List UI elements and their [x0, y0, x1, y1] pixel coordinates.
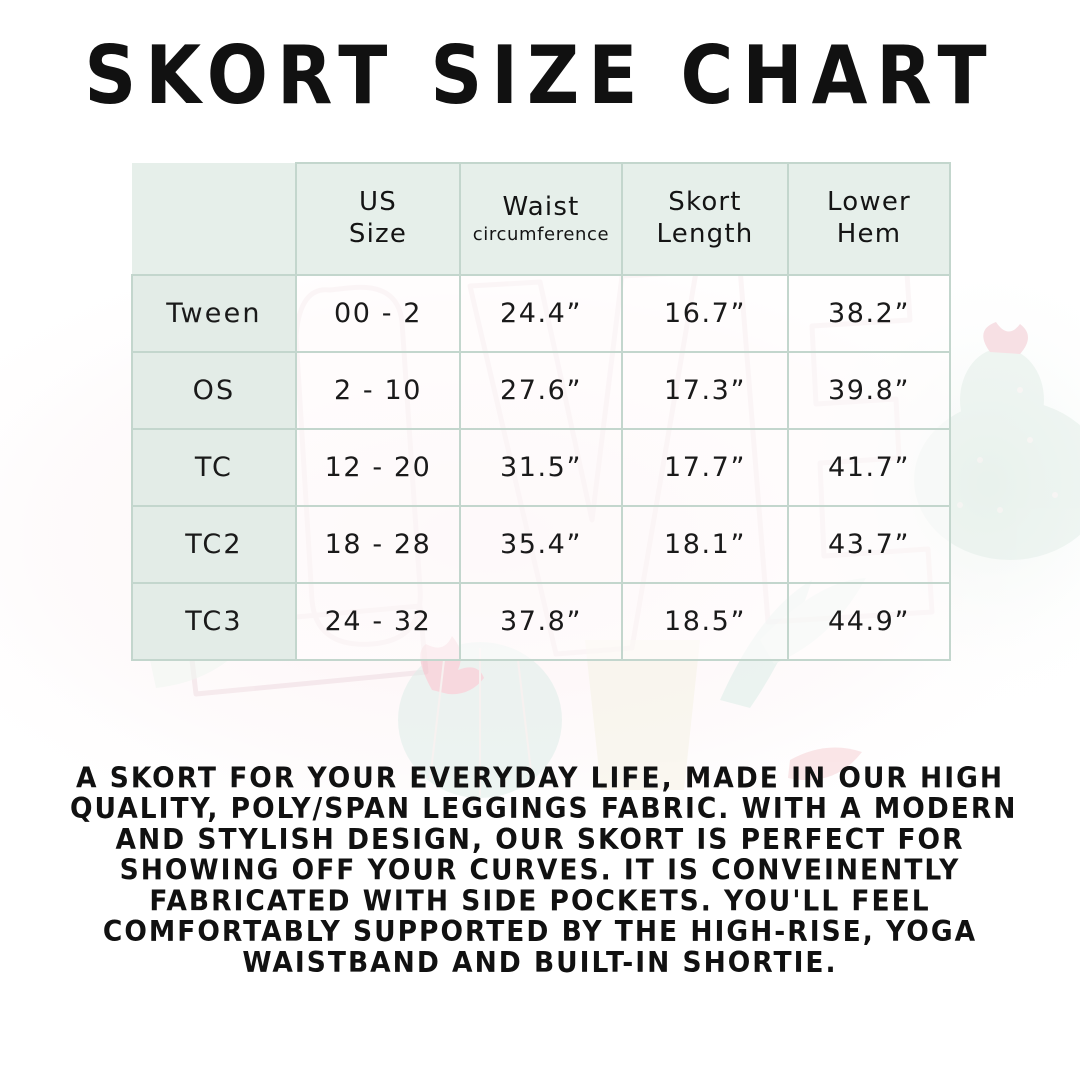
row-label-tc: TC: [131, 428, 297, 507]
cell-tc-skort-length: 17.7”: [621, 428, 789, 507]
header-length-title: Skort: [668, 187, 742, 218]
row-label-os: OS: [131, 351, 297, 430]
description-line-1: A SKORT FOR YOUR EVERYDAY LIFE, MADE IN …: [76, 761, 1004, 795]
table-row: TC 12 - 20 31.5” 17.7” 41.7”: [131, 428, 951, 507]
table-row: TC2 18 - 28 35.4” 18.1” 43.7”: [131, 505, 951, 584]
cell-os-us-size: 2 - 10: [295, 351, 461, 430]
header-hem-subtitle: Hem: [836, 219, 902, 249]
table-row: Tween 00 - 2 24.4” 16.7” 38.2”: [131, 274, 951, 353]
cell-tc2-waist: 35.4”: [459, 505, 623, 584]
header-hem-title: Lower: [827, 187, 911, 218]
header-waist-subtitle: circumference: [472, 224, 610, 246]
cell-tc3-lower-hem: 44.9”: [787, 582, 951, 661]
table-corner-cell: [132, 163, 296, 275]
cell-tc3-us-size: 24 - 32: [295, 582, 461, 661]
cell-tc-waist: 31.5”: [459, 428, 623, 507]
cell-tc-us-size: 12 - 20: [295, 428, 461, 507]
cell-tc2-us-size: 18 - 28: [295, 505, 461, 584]
cell-tween-waist: 24.4”: [459, 274, 623, 353]
cell-tc2-lower-hem: 43.7”: [787, 505, 951, 584]
row-label-tc3: TC3: [131, 582, 297, 661]
description-line-7: WAISTBAND AND BUILT-IN SHORTIE.: [242, 946, 838, 980]
table-header-row: US Size Waist circumference Skort Length: [132, 162, 951, 276]
table-row: OS 2 - 10 27.6” 17.3” 39.8”: [131, 351, 951, 430]
description-line-5: FABRICATED WITH SIDE POCKETS. YOU'LL FEE…: [149, 884, 931, 918]
column-header-lower-hem: Lower Hem: [787, 162, 951, 276]
row-label-tween: Tween: [131, 274, 297, 353]
product-description: A SKORT FOR YOUR EVERYDAY LIFE, MADE IN …: [70, 761, 1018, 980]
header-us-title: US: [359, 187, 397, 218]
cell-os-lower-hem: 39.8”: [787, 351, 951, 430]
header-waist-title: Waist: [502, 191, 580, 222]
cell-os-skort-length: 17.3”: [621, 351, 789, 430]
table-row: TC3 24 - 32 37.8” 18.5” 44.9”: [131, 582, 951, 661]
column-header-waist: Waist circumference: [459, 162, 623, 276]
cell-tc2-skort-length: 18.1”: [621, 505, 789, 584]
description-line-2: QUALITY, POLY/SPAN LEGGINGS FABRIC. WITH…: [70, 792, 1018, 826]
cell-tween-skort-length: 16.7”: [621, 274, 789, 353]
size-chart-table: US Size Waist circumference Skort Length: [131, 162, 951, 661]
header-us-subtitle: Size: [348, 219, 408, 249]
description-line-6: COMFORTABLY SUPPORTED BY THE HIGH-RISE, …: [102, 915, 978, 949]
cell-tc-lower-hem: 41.7”: [787, 428, 951, 507]
column-header-skort-length: Skort Length: [621, 162, 789, 276]
page-title: SKORT SIZE CHART: [84, 28, 996, 123]
cell-tween-lower-hem: 38.2”: [787, 274, 951, 353]
cell-tc3-waist: 37.8”: [459, 582, 623, 661]
cell-tween-us-size: 00 - 2: [295, 274, 461, 353]
cell-tc3-skort-length: 18.5”: [621, 582, 789, 661]
column-header-us-size: US Size: [295, 162, 461, 276]
description-line-4: SHOWING OFF YOUR CURVES. IT IS CONVEINEN…: [119, 854, 961, 888]
cell-os-waist: 27.6”: [459, 351, 623, 430]
row-label-tc2: TC2: [131, 505, 297, 584]
header-length-subtitle: Length: [656, 219, 754, 249]
description-line-3: AND STYLISH DESIGN, OUR SKORT IS PERFECT…: [115, 823, 965, 857]
